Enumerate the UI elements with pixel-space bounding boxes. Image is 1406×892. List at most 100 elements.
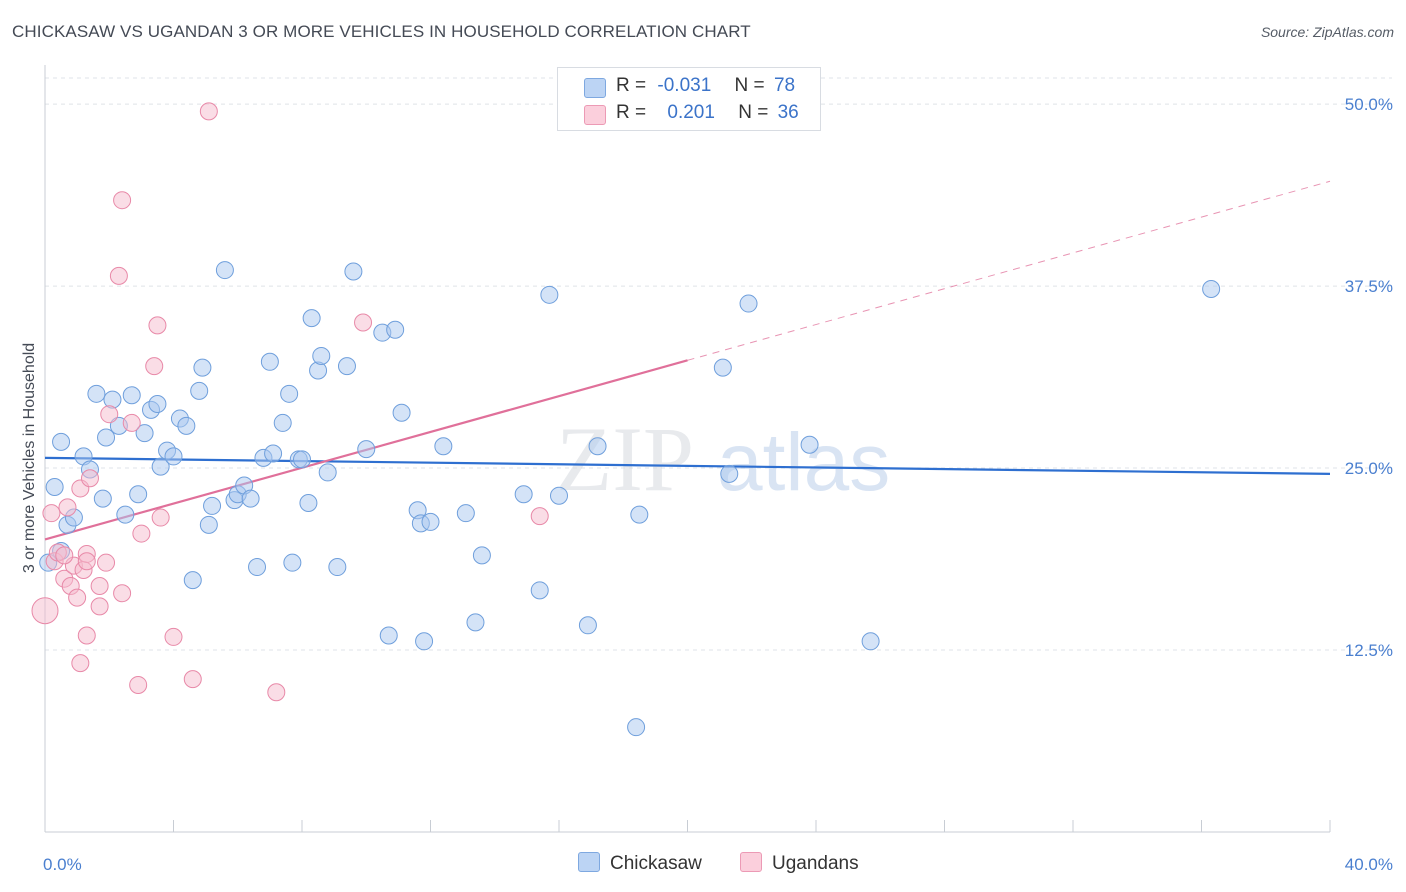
data-point-chickasaw (309, 361, 328, 380)
data-points (31, 102, 1221, 737)
data-point-ugandans (148, 316, 167, 335)
trend-line-ugandans-extension (687, 180, 1331, 361)
data-point-chickasaw (514, 485, 533, 504)
data-point-ugandans (145, 357, 164, 376)
data-point-chickasaw (280, 384, 299, 403)
data-point-ugandans (183, 670, 202, 689)
data-point-chickasaw (472, 546, 491, 565)
legend-r-value: 0.201 (667, 102, 715, 123)
data-point-chickasaw (87, 384, 106, 403)
data-point-ugandans (58, 498, 77, 517)
data-point-chickasaw (318, 463, 337, 482)
legend-n-label: N = (734, 75, 765, 96)
legend-text-ugandans: R = 0.201 N = 36 (616, 102, 799, 124)
data-point-chickasaw (302, 309, 321, 328)
data-point-ugandans (164, 627, 183, 646)
data-point-chickasaw (248, 558, 267, 577)
y-tick-label: 50.0% (1345, 95, 1393, 114)
data-point-chickasaw (116, 505, 135, 524)
data-point-chickasaw (344, 262, 363, 281)
data-point-chickasaw (312, 346, 331, 365)
data-point-chickasaw (713, 358, 732, 377)
data-point-chickasaw (103, 390, 122, 409)
data-point-ugandans (90, 576, 109, 595)
data-point-chickasaw (193, 358, 212, 377)
data-point-chickasaw (578, 616, 597, 635)
data-point-ugandans (90, 597, 109, 616)
y-tick-label: 25.0% (1345, 459, 1393, 478)
data-point-ugandans (71, 654, 90, 673)
legend-r-label: R = (616, 102, 647, 123)
data-point-chickasaw (540, 285, 559, 304)
data-point-ugandans (109, 266, 128, 285)
data-point-chickasaw (283, 553, 302, 572)
data-point-ugandans (199, 102, 218, 121)
data-point-ugandans (113, 191, 132, 210)
data-point-chickasaw (337, 357, 356, 376)
legend-n-value: 78 (773, 75, 796, 96)
data-point-ugandans (42, 504, 61, 523)
data-point-chickasaw (151, 457, 170, 476)
data-point-chickasaw (190, 381, 209, 400)
bottom-legend-swatch-chickasaw (578, 852, 600, 872)
legend-r-label: R = (616, 75, 647, 96)
bottom-legend-chickasaw: Chickasaw (578, 852, 702, 875)
data-point-chickasaw (293, 450, 311, 469)
data-point-chickasaw (52, 432, 71, 451)
data-point-chickasaw (164, 447, 183, 466)
y-axis-title: 3 or more Vehicles in Household (21, 343, 38, 573)
data-point-ugandans (31, 597, 59, 625)
data-point-chickasaw (299, 493, 318, 512)
data-point-ugandans (129, 675, 148, 694)
data-point-chickasaw (739, 294, 758, 313)
data-point-chickasaw (177, 416, 196, 435)
data-point-ugandans (354, 313, 373, 332)
data-point-chickasaw (379, 626, 398, 645)
data-point-chickasaw (273, 413, 292, 432)
data-point-chickasaw (122, 386, 141, 405)
data-point-ugandans (113, 584, 132, 603)
data-point-ugandans (151, 508, 170, 527)
data-point-ugandans (122, 413, 141, 432)
data-point-chickasaw (720, 464, 739, 483)
data-point-chickasaw (357, 440, 376, 459)
y-tick-label: 37.5% (1345, 277, 1393, 296)
data-point-chickasaw (97, 428, 116, 447)
data-point-chickasaw (421, 512, 440, 531)
data-point-chickasaw (386, 320, 405, 339)
bottom-legend-label-ugandans: Ugandans (772, 853, 859, 874)
bottom-legend-ugandans: Ugandans (740, 852, 859, 875)
data-point-chickasaw (800, 435, 819, 454)
data-point-chickasaw (215, 261, 234, 280)
data-point-ugandans (55, 546, 74, 565)
x-tick-label: 0.0% (43, 855, 82, 874)
data-point-chickasaw (183, 571, 202, 590)
y-tick-label: 12.5% (1345, 641, 1393, 660)
data-point-ugandans (100, 405, 119, 424)
data-point-chickasaw (588, 437, 607, 456)
legend-swatch-chickasaw (584, 78, 606, 98)
x-tick-label: 40.0% (1345, 855, 1393, 874)
data-point-chickasaw (550, 486, 568, 505)
legend-n-value: 36 (777, 102, 799, 123)
stats-legend: R = -0.031 N = 78 R = 0.201 N = 36 (557, 67, 821, 131)
data-point-ugandans (77, 552, 96, 571)
data-point-chickasaw (241, 489, 260, 508)
data-point-chickasaw (199, 515, 218, 534)
watermark: ZIP atlas (556, 408, 890, 510)
data-point-chickasaw (630, 505, 649, 524)
legend-swatch-ugandans (584, 105, 606, 125)
tick-labels: 12.5% 25.0% 37.5% 50.0% 0.0% 40.0% (43, 95, 1393, 874)
legend-r-value: -0.031 (657, 75, 712, 96)
data-point-chickasaw (93, 489, 112, 508)
data-point-chickasaw (203, 496, 222, 515)
bottom-legend-swatch-ugandans (740, 852, 762, 872)
data-point-ugandans (80, 469, 99, 488)
data-point-chickasaw (45, 477, 64, 496)
data-point-chickasaw (530, 581, 549, 600)
data-point-chickasaw (1202, 279, 1221, 298)
watermark-zip: ZIP (556, 408, 694, 510)
data-point-chickasaw (434, 437, 453, 456)
chart-title: CHICKASAW VS UGANDAN 3 OR MORE VEHICLES … (12, 22, 751, 41)
data-point-chickasaw (466, 613, 485, 632)
